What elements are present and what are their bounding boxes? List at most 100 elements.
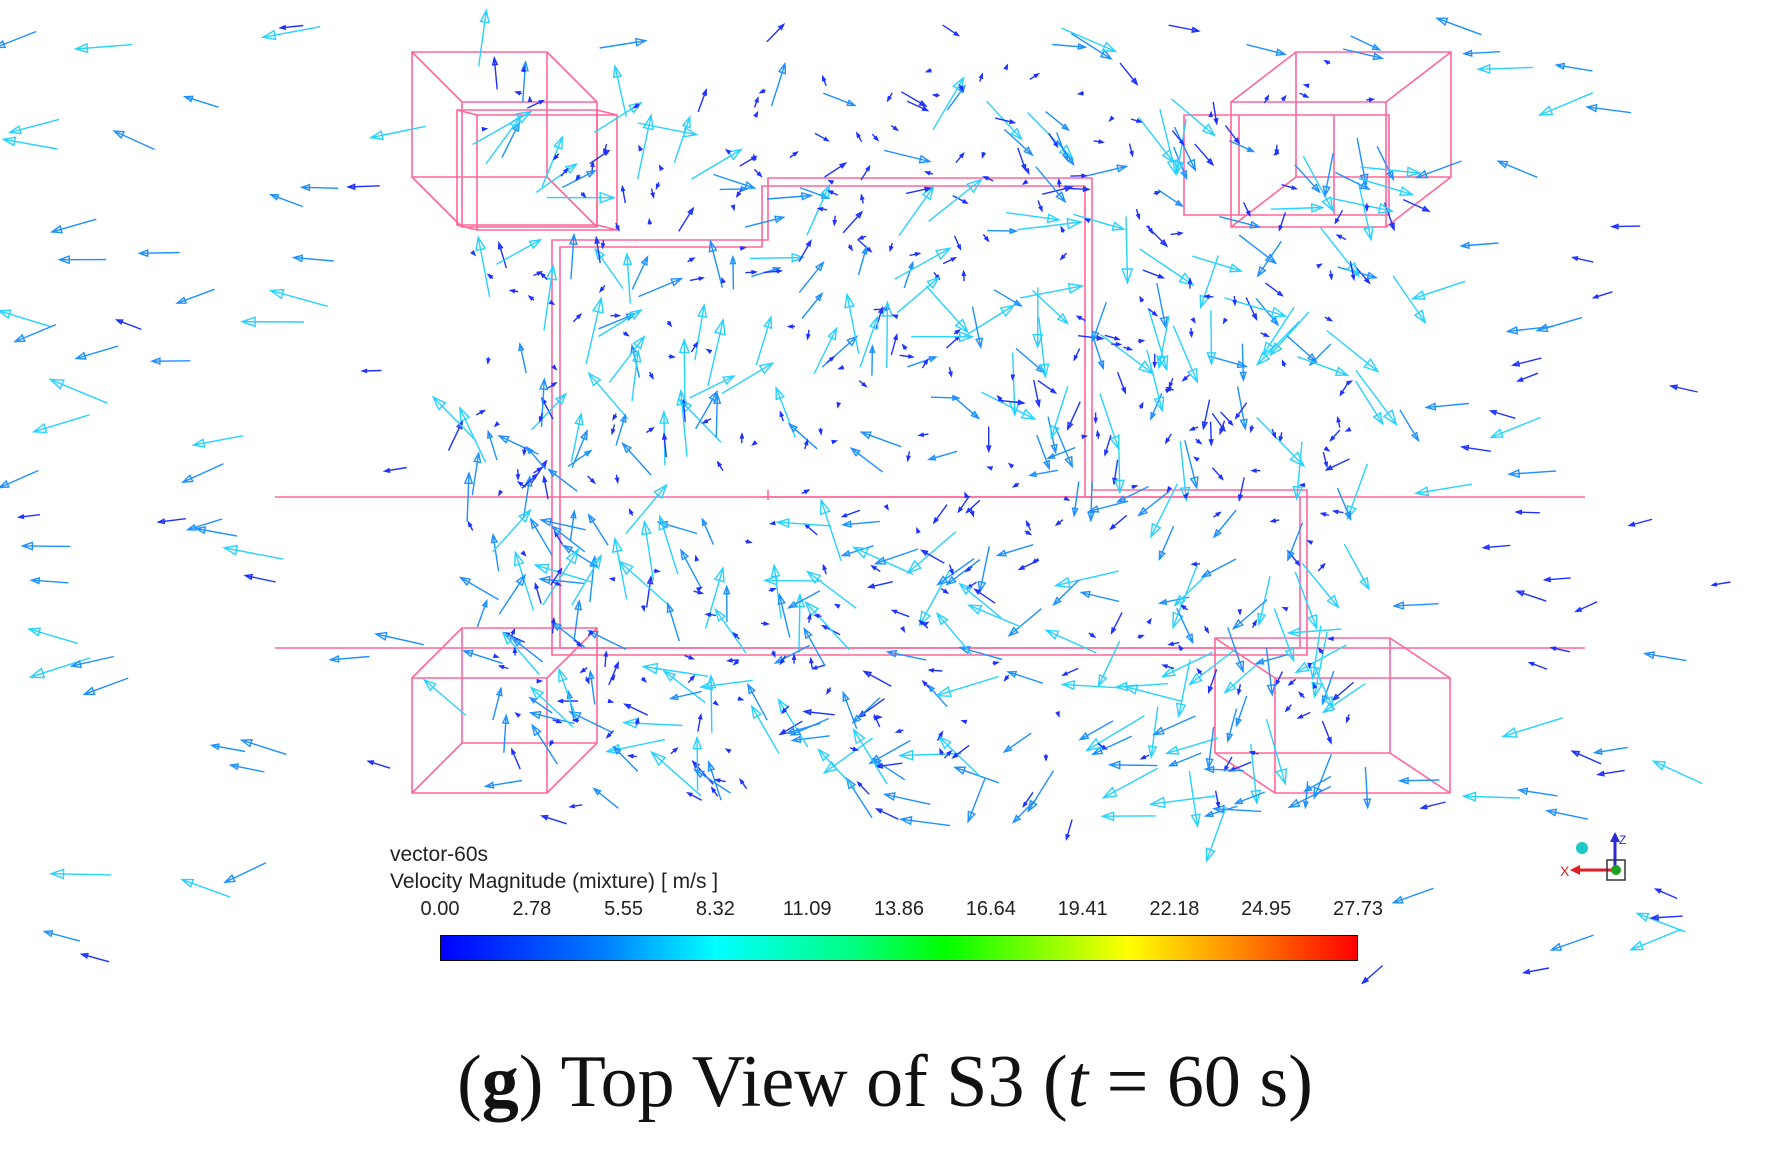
- velocity-vector-head: [820, 624, 829, 631]
- velocity-vector-head: [622, 717, 638, 729]
- velocity-vector: [857, 247, 867, 276]
- velocity-vector: [663, 670, 706, 703]
- velocity-vector-head: [1089, 632, 1097, 639]
- velocity-vector: [1332, 681, 1354, 701]
- velocity-vector-head: [776, 268, 784, 274]
- velocity-vector-head: [587, 371, 602, 387]
- velocity-vector: [1150, 392, 1163, 420]
- velocity-vector-head: [655, 183, 661, 191]
- velocity-vector: [1178, 659, 1191, 717]
- velocity-vector-head: [816, 206, 824, 212]
- velocity-vector: [1349, 261, 1355, 280]
- velocity-vector: [530, 460, 547, 484]
- velocity-vector-head: [781, 707, 788, 715]
- velocity-vector: [530, 518, 553, 557]
- velocity-vector-head: [654, 568, 661, 574]
- velocity-vector-head: [758, 88, 766, 94]
- velocity-vector: [1301, 563, 1339, 608]
- velocity-vector-head: [924, 68, 932, 73]
- velocity-vector-head: [632, 348, 642, 363]
- velocity-vector-head: [956, 243, 962, 251]
- velocity-vector-head: [1331, 509, 1339, 515]
- velocity-vector-head: [918, 610, 932, 627]
- velocity-vector: [594, 248, 624, 290]
- velocity-vector: [1321, 670, 1335, 704]
- velocity-vector-head: [906, 455, 911, 463]
- velocity-vector-head: [1363, 357, 1380, 373]
- velocity-vector-head: [1107, 760, 1121, 770]
- velocity-vector-head: [1266, 683, 1276, 697]
- velocity-vector: [1205, 806, 1227, 862]
- velocity-vector-head: [1186, 367, 1199, 384]
- velocity-vector: [28, 628, 78, 645]
- velocity-vector: [551, 618, 555, 634]
- velocity-vector-head: [590, 160, 595, 167]
- velocity-vector-head: [806, 333, 811, 341]
- velocity-vector: [44, 930, 80, 942]
- velocity-vector: [869, 739, 911, 764]
- velocity-vector: [270, 194, 303, 208]
- velocity-vector-head: [1488, 409, 1498, 416]
- velocity-vector-head: [958, 85, 964, 93]
- velocity-vector-head: [866, 583, 876, 589]
- velocity-vector: [535, 564, 594, 584]
- velocity-vector: [962, 304, 1015, 338]
- velocity-vector-head: [1201, 421, 1209, 431]
- velocity-vector: [375, 633, 424, 646]
- velocity-vector-head: [555, 581, 563, 586]
- velocity-vector-head: [1056, 312, 1070, 325]
- velocity-vector-head: [862, 670, 873, 678]
- velocity-vector: [1362, 965, 1384, 984]
- velocity-vector-head: [857, 235, 865, 240]
- velocity-vector-head: [1233, 797, 1244, 805]
- velocity-vector: [678, 207, 694, 232]
- velocity-vector: [1159, 109, 1177, 175]
- velocity-vector-head: [659, 409, 670, 424]
- velocity-vector-head: [927, 668, 935, 673]
- velocity-vector-head: [1081, 173, 1088, 179]
- velocity-vector-head: [860, 381, 868, 388]
- tower-box-bottom-left: [411, 627, 598, 794]
- velocity-vector-head: [803, 626, 813, 640]
- velocity-vector: [719, 188, 748, 191]
- velocity-vector: [875, 548, 919, 565]
- velocity-vector: [1045, 111, 1069, 131]
- velocity-vector-head: [1537, 105, 1554, 116]
- velocity-vector: [1235, 402, 1248, 419]
- velocity-vector: [1304, 781, 1309, 808]
- velocity-vector-head: [701, 87, 707, 97]
- velocity-vector: [447, 421, 463, 451]
- velocity-vector-head: [881, 300, 894, 317]
- velocity-vector: [1355, 369, 1397, 425]
- velocity-vector-head: [1076, 90, 1084, 96]
- velocity-vector-head: [554, 392, 568, 406]
- velocity-vector: [1050, 385, 1069, 439]
- velocity-vector: [1036, 434, 1050, 469]
- velocity-vector-head: [49, 868, 65, 880]
- velocity-vector: [1174, 571, 1211, 606]
- velocity-vector-head: [551, 616, 556, 624]
- velocity-vector: [554, 531, 564, 545]
- legend-name: vector-60s: [390, 843, 489, 866]
- velocity-vector: [1033, 379, 1040, 407]
- velocity-vector-head: [973, 588, 982, 596]
- velocity-vector: [1029, 469, 1059, 476]
- velocity-vector: [1416, 160, 1462, 179]
- velocity-vector: [952, 194, 968, 204]
- velocity-vector-head: [1174, 160, 1185, 176]
- velocity-vector-head: [1178, 644, 1184, 652]
- velocity-vector-head: [1275, 48, 1287, 56]
- velocity-vector-head: [779, 658, 786, 666]
- velocity-vector: [1309, 343, 1332, 366]
- velocity-vector-head: [180, 878, 195, 888]
- velocity-vector-head: [1046, 452, 1056, 459]
- velocity-vector-head: [1414, 486, 1430, 497]
- velocity-vector-head: [868, 315, 879, 330]
- velocity-vector-head: [561, 544, 574, 554]
- velocity-vector: [1169, 752, 1202, 767]
- velocity-vector-head: [1264, 253, 1278, 265]
- velocity-vector-head: [1287, 680, 1295, 686]
- caption-text: Top View of S3: [560, 1041, 1025, 1123]
- velocity-vector-head: [1138, 338, 1146, 344]
- velocity-vector-head: [668, 693, 679, 701]
